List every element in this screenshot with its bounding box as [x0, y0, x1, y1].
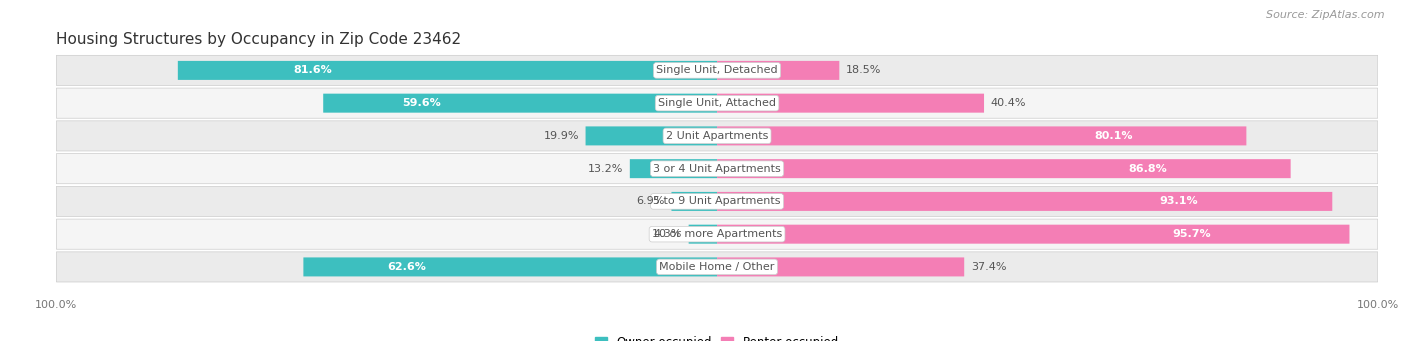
- Text: Single Unit, Attached: Single Unit, Attached: [658, 98, 776, 108]
- FancyBboxPatch shape: [717, 127, 1246, 145]
- Text: 10 or more Apartments: 10 or more Apartments: [652, 229, 782, 239]
- Text: 93.1%: 93.1%: [1159, 196, 1198, 206]
- Text: 81.6%: 81.6%: [294, 65, 332, 75]
- Text: 37.4%: 37.4%: [970, 262, 1007, 272]
- FancyBboxPatch shape: [56, 55, 1378, 86]
- Text: 13.2%: 13.2%: [588, 164, 623, 174]
- Text: Single Unit, Detached: Single Unit, Detached: [657, 65, 778, 75]
- FancyBboxPatch shape: [56, 121, 1378, 151]
- Text: Source: ZipAtlas.com: Source: ZipAtlas.com: [1267, 10, 1385, 20]
- FancyBboxPatch shape: [717, 94, 984, 113]
- Text: 80.1%: 80.1%: [1095, 131, 1133, 141]
- Text: 18.5%: 18.5%: [846, 65, 882, 75]
- Text: 62.6%: 62.6%: [388, 262, 426, 272]
- FancyBboxPatch shape: [585, 127, 717, 145]
- Text: 86.8%: 86.8%: [1128, 164, 1167, 174]
- Text: 4.3%: 4.3%: [654, 229, 682, 239]
- FancyBboxPatch shape: [56, 219, 1378, 249]
- FancyBboxPatch shape: [630, 159, 717, 178]
- FancyBboxPatch shape: [56, 186, 1378, 217]
- FancyBboxPatch shape: [56, 88, 1378, 118]
- Text: 6.9%: 6.9%: [637, 196, 665, 206]
- Text: Mobile Home / Other: Mobile Home / Other: [659, 262, 775, 272]
- FancyBboxPatch shape: [717, 159, 1291, 178]
- Text: 40.4%: 40.4%: [991, 98, 1026, 108]
- FancyBboxPatch shape: [56, 252, 1378, 282]
- Text: 19.9%: 19.9%: [544, 131, 579, 141]
- FancyBboxPatch shape: [177, 61, 717, 80]
- FancyBboxPatch shape: [717, 192, 1333, 211]
- Text: 59.6%: 59.6%: [402, 98, 441, 108]
- FancyBboxPatch shape: [717, 225, 1350, 244]
- Text: 95.7%: 95.7%: [1173, 229, 1211, 239]
- Text: 2 Unit Apartments: 2 Unit Apartments: [666, 131, 768, 141]
- FancyBboxPatch shape: [717, 257, 965, 277]
- Text: 3 or 4 Unit Apartments: 3 or 4 Unit Apartments: [654, 164, 780, 174]
- Legend: Owner-occupied, Renter-occupied: Owner-occupied, Renter-occupied: [591, 331, 844, 341]
- FancyBboxPatch shape: [689, 225, 717, 244]
- Text: 5 to 9 Unit Apartments: 5 to 9 Unit Apartments: [654, 196, 780, 206]
- FancyBboxPatch shape: [323, 94, 717, 113]
- FancyBboxPatch shape: [717, 61, 839, 80]
- FancyBboxPatch shape: [56, 153, 1378, 184]
- Text: Housing Structures by Occupancy in Zip Code 23462: Housing Structures by Occupancy in Zip C…: [56, 32, 461, 47]
- FancyBboxPatch shape: [672, 192, 717, 211]
- FancyBboxPatch shape: [304, 257, 717, 277]
